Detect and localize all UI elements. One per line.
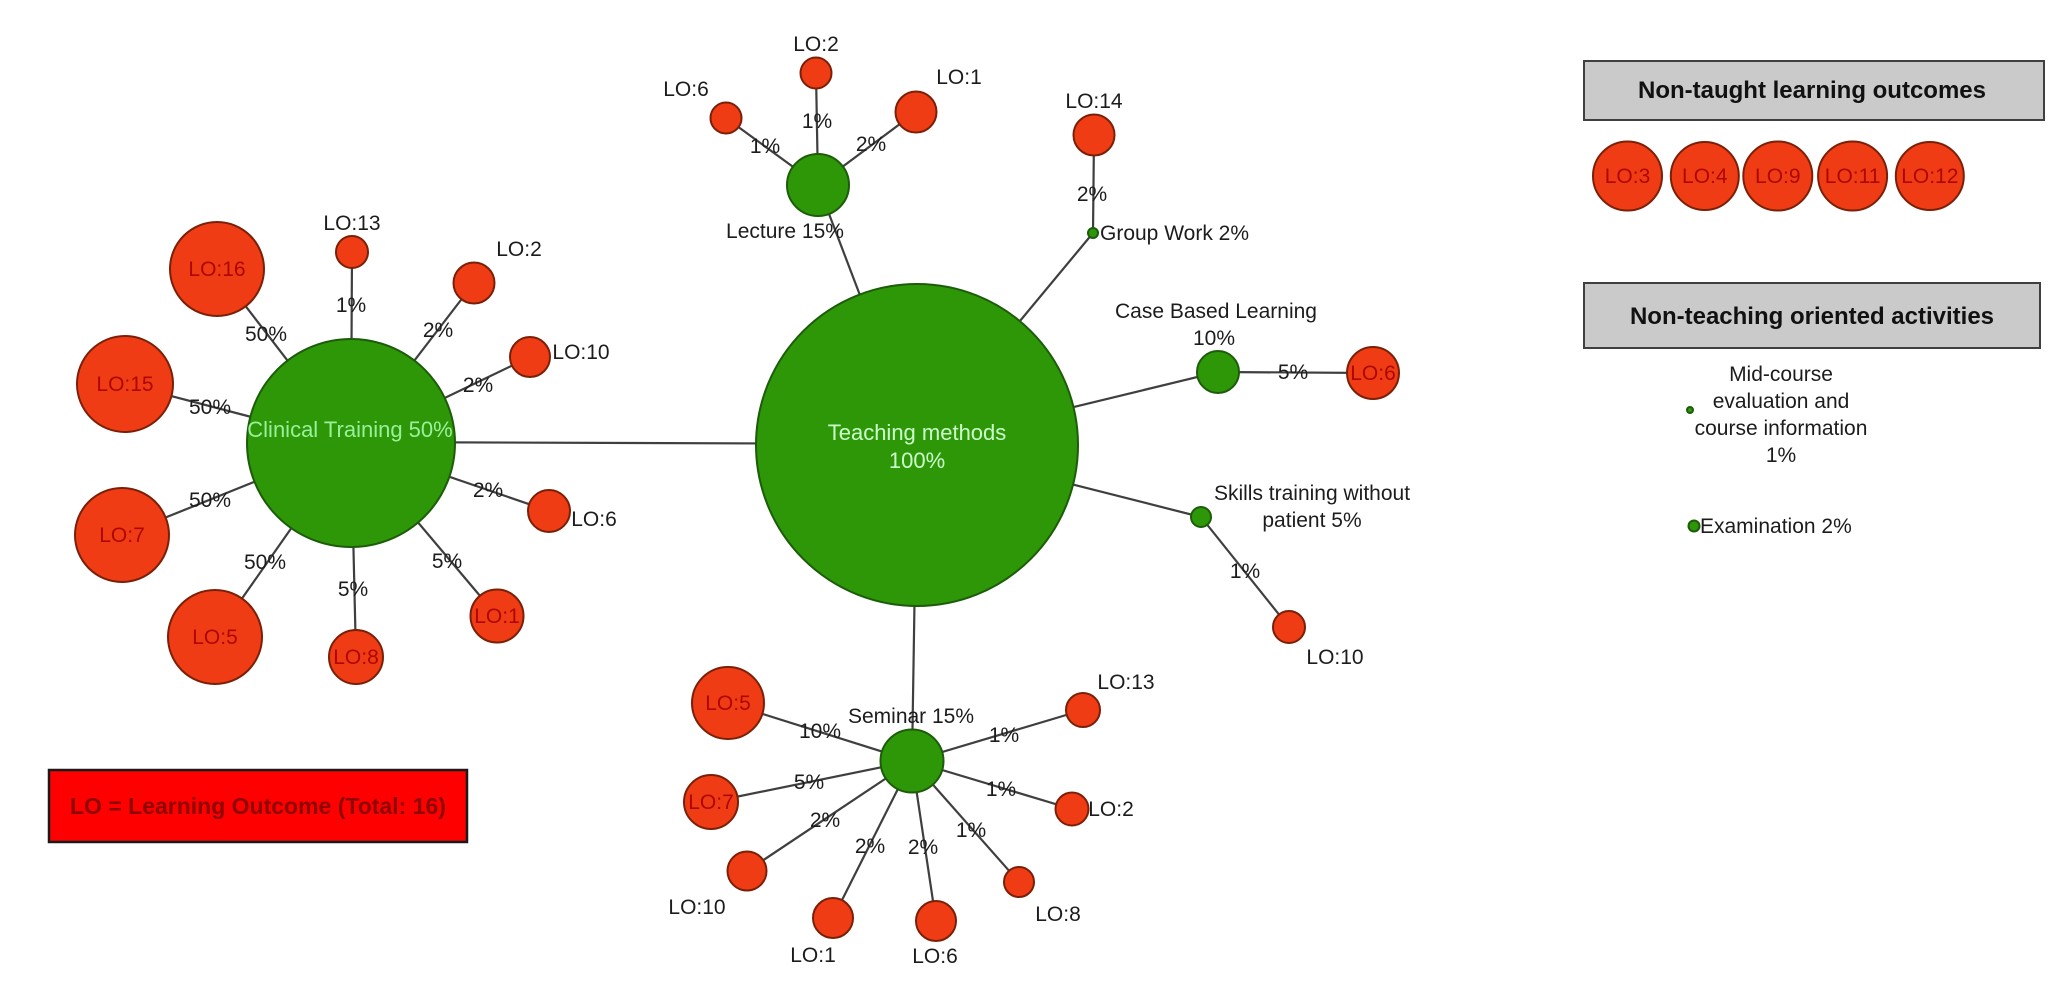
svg-text:LO:7: LO:7 xyxy=(99,524,145,547)
svg-text:LO:9: LO:9 xyxy=(1755,165,1801,188)
svg-text:50%: 50% xyxy=(189,396,231,419)
svg-text:LO:10: LO:10 xyxy=(552,341,609,364)
svg-text:LO:13: LO:13 xyxy=(1097,671,1154,694)
svg-text:Skills training without: Skills training without xyxy=(1214,482,1410,505)
svg-text:Non-taught learning outcomes: Non-taught learning outcomes xyxy=(1638,77,1986,104)
svg-text:LO:12: LO:12 xyxy=(1901,165,1958,188)
svg-text:2%: 2% xyxy=(908,836,938,859)
svg-text:10%: 10% xyxy=(1193,327,1235,350)
svg-text:course information: course information xyxy=(1695,417,1868,440)
svg-text:5%: 5% xyxy=(432,550,462,573)
svg-text:Lecture 15%: Lecture 15% xyxy=(726,220,844,243)
svg-text:LO = Learning Outcome (Total:: LO = Learning Outcome (Total: 16) xyxy=(70,793,446,819)
svg-text:LO:10: LO:10 xyxy=(1306,646,1363,669)
svg-text:LO:10: LO:10 xyxy=(668,896,725,919)
svg-text:5%: 5% xyxy=(794,771,824,794)
svg-text:LO:1: LO:1 xyxy=(936,66,982,89)
svg-text:5%: 5% xyxy=(1278,361,1308,384)
svg-text:evaluation and: evaluation and xyxy=(1713,390,1850,413)
svg-text:LO:2: LO:2 xyxy=(496,238,542,261)
svg-text:1%: 1% xyxy=(1230,560,1260,583)
svg-text:LO:14: LO:14 xyxy=(1065,90,1123,113)
svg-text:2%: 2% xyxy=(473,479,503,502)
svg-text:LO:6: LO:6 xyxy=(663,78,709,101)
svg-text:2%: 2% xyxy=(855,835,885,858)
svg-text:LO:7: LO:7 xyxy=(688,791,734,814)
svg-text:patient 5%: patient 5% xyxy=(1262,509,1361,532)
svg-text:LO:5: LO:5 xyxy=(192,626,238,649)
svg-text:LO:6: LO:6 xyxy=(1350,362,1396,385)
svg-text:LO:6: LO:6 xyxy=(912,945,958,968)
svg-text:LO:1: LO:1 xyxy=(474,605,520,628)
svg-text:1%: 1% xyxy=(750,135,780,158)
svg-text:1%: 1% xyxy=(1766,444,1796,467)
svg-text:10%: 10% xyxy=(799,720,841,743)
svg-text:50%: 50% xyxy=(189,489,231,512)
svg-text:Group Work 2%: Group Work 2% xyxy=(1100,222,1249,245)
svg-text:50%: 50% xyxy=(245,323,287,346)
svg-text:LO:2: LO:2 xyxy=(793,33,839,56)
svg-text:Clinical Training 50%: Clinical Training 50% xyxy=(247,417,452,442)
svg-text:2%: 2% xyxy=(856,133,886,156)
svg-text:1%: 1% xyxy=(986,778,1016,801)
svg-text:LO:13: LO:13 xyxy=(323,212,380,235)
svg-text:100%: 100% xyxy=(889,448,945,473)
svg-text:1%: 1% xyxy=(802,110,832,133)
svg-text:5%: 5% xyxy=(338,578,368,601)
svg-text:1%: 1% xyxy=(336,294,366,317)
svg-text:LO:6: LO:6 xyxy=(571,508,617,531)
svg-text:50%: 50% xyxy=(244,551,286,574)
svg-text:Non-teaching oriented activiti: Non-teaching oriented activities xyxy=(1630,303,1994,330)
svg-text:Case Based Learning: Case Based Learning xyxy=(1115,300,1317,323)
svg-text:LO:4: LO:4 xyxy=(1682,165,1728,188)
svg-text:Mid-course: Mid-course xyxy=(1729,363,1833,386)
svg-text:2%: 2% xyxy=(463,374,493,397)
svg-text:LO:1: LO:1 xyxy=(790,944,836,967)
svg-text:Teaching methods: Teaching methods xyxy=(828,420,1007,445)
svg-text:2%: 2% xyxy=(423,319,453,342)
svg-text:LO:15: LO:15 xyxy=(96,373,153,396)
svg-text:LO:11: LO:11 xyxy=(1825,165,1881,188)
svg-text:1%: 1% xyxy=(956,819,986,842)
svg-text:2%: 2% xyxy=(810,809,840,832)
svg-text:Examination 2%: Examination 2% xyxy=(1700,515,1852,538)
svg-text:LO:2: LO:2 xyxy=(1088,798,1134,821)
svg-text:LO:16: LO:16 xyxy=(188,258,245,281)
svg-text:LO:5: LO:5 xyxy=(705,692,751,715)
svg-text:1%: 1% xyxy=(989,724,1019,747)
svg-text:LO:8: LO:8 xyxy=(1035,903,1081,926)
svg-text:2%: 2% xyxy=(1077,183,1107,206)
svg-text:Seminar 15%: Seminar 15% xyxy=(848,705,974,728)
svg-text:LO:8: LO:8 xyxy=(333,646,379,669)
svg-text:LO:3: LO:3 xyxy=(1605,165,1651,188)
